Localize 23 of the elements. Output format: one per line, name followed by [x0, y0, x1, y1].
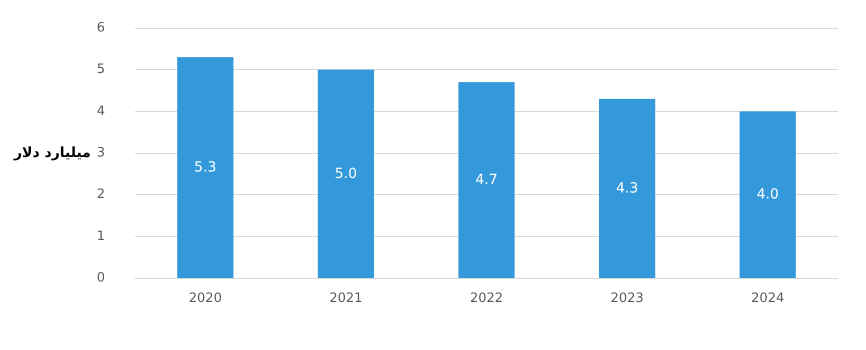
- y-tick-label: 6: [96, 20, 105, 36]
- x-tick-label: 2023: [610, 291, 644, 306]
- bar: [598, 98, 656, 278]
- bar: [740, 111, 796, 278]
- data-label: 4.7: [475, 172, 498, 188]
- y-tick-label: 5: [96, 62, 105, 78]
- y-tick-label: 4: [96, 104, 105, 119]
- y-axis-title: میلیارد دلار: [12, 145, 91, 161]
- x-tick-label: 2024: [751, 291, 784, 306]
- x-tick-label: 2021: [329, 291, 362, 306]
- data-label: 4.0: [756, 186, 779, 203]
- data-label: 4.3: [616, 180, 638, 196]
- y-tick-label: 0: [96, 270, 105, 286]
- y-tick-label: 2: [96, 187, 105, 202]
- y-tick-label: 3: [96, 146, 105, 160]
- y-tick-label: 1: [96, 228, 105, 244]
- x-tick-label: 2022: [470, 291, 504, 306]
- bar: [458, 82, 515, 278]
- data-label: 5.3: [194, 160, 216, 176]
- x-tick-label: 2020: [188, 291, 222, 306]
- data-label: 5.0: [334, 166, 358, 182]
- bar: [177, 57, 234, 278]
- bar: [318, 70, 374, 278]
